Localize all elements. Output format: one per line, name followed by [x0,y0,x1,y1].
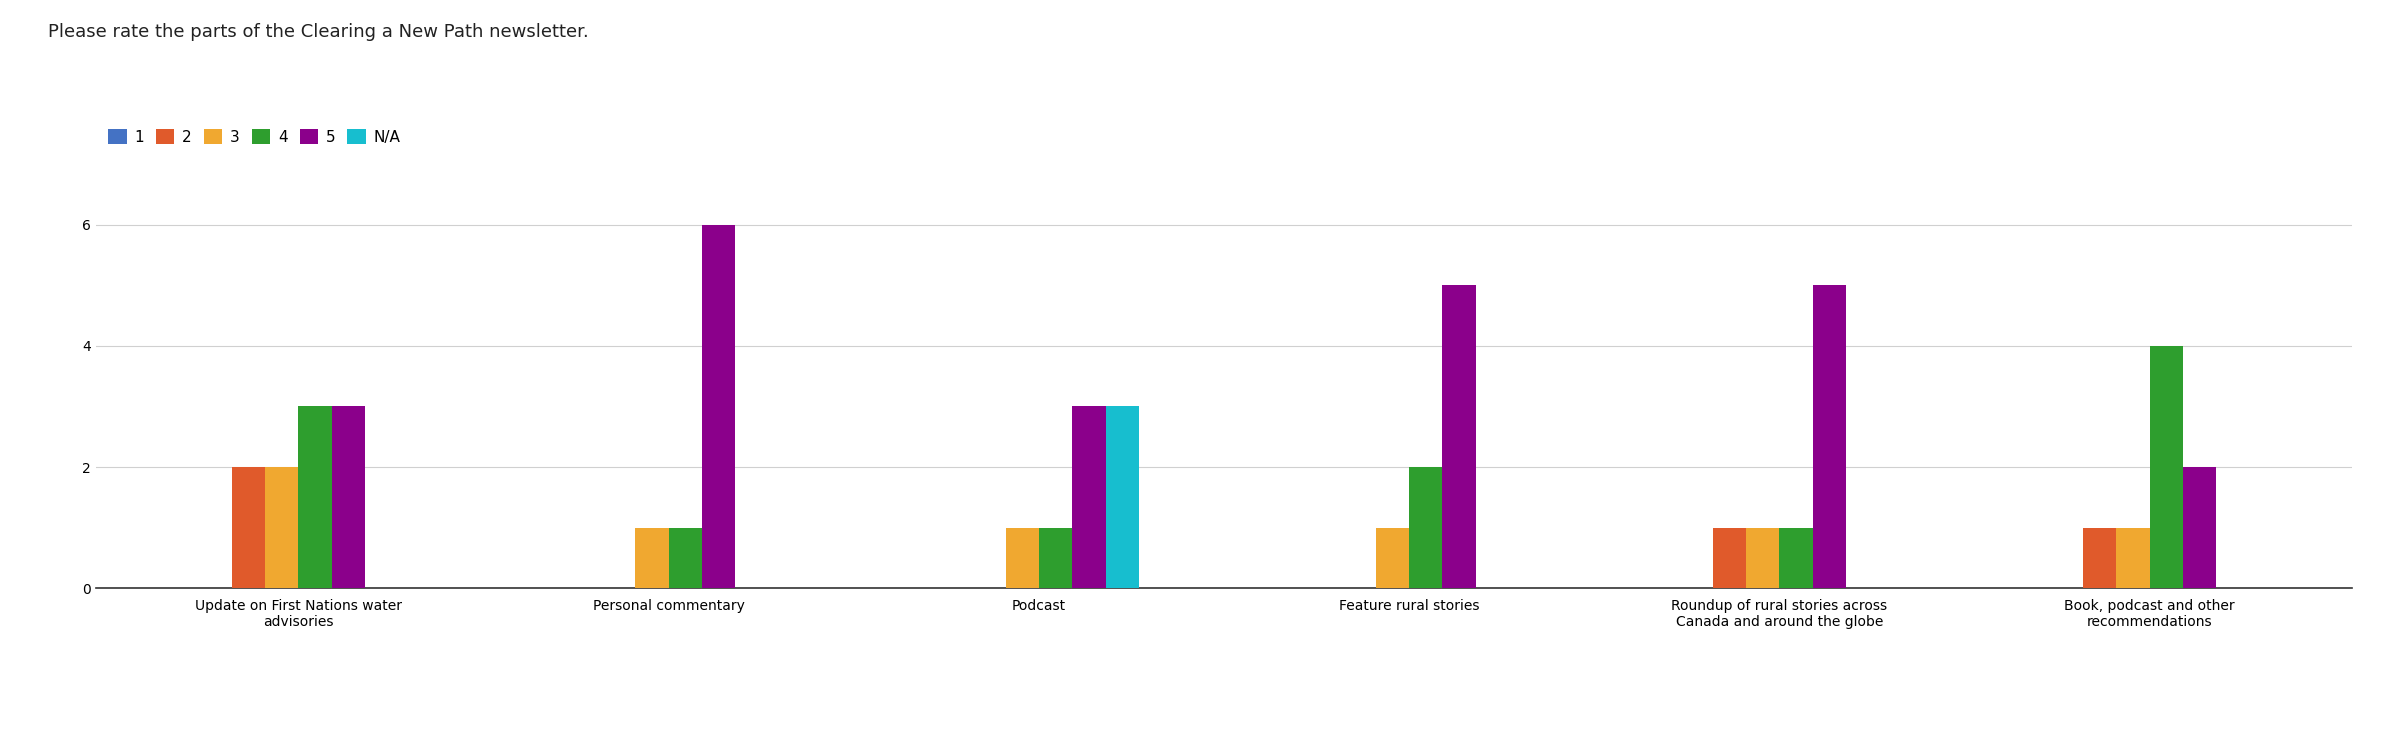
Bar [1106,406,1140,588]
Bar [2184,467,2215,588]
Bar [1778,528,1812,588]
Bar [1442,285,1476,588]
Bar [1812,285,1846,588]
Bar [1745,528,1778,588]
Bar [298,406,331,588]
Bar [1073,406,1106,588]
Bar [670,528,703,588]
Bar [703,225,734,588]
Bar [233,467,264,588]
Bar [1714,528,1745,588]
Bar [1006,528,1039,588]
Bar [2117,528,2150,588]
Bar [636,528,670,588]
Bar [1409,467,1442,588]
Text: Please rate the parts of the Clearing a New Path newsletter.: Please rate the parts of the Clearing a … [48,23,588,41]
Legend: 1, 2, 3, 4, 5, N/A: 1, 2, 3, 4, 5, N/A [103,124,406,149]
Bar [264,467,298,588]
Bar [331,406,365,588]
Bar [2150,346,2184,588]
Bar [2083,528,2117,588]
Bar [1375,528,1409,588]
Bar [1039,528,1073,588]
